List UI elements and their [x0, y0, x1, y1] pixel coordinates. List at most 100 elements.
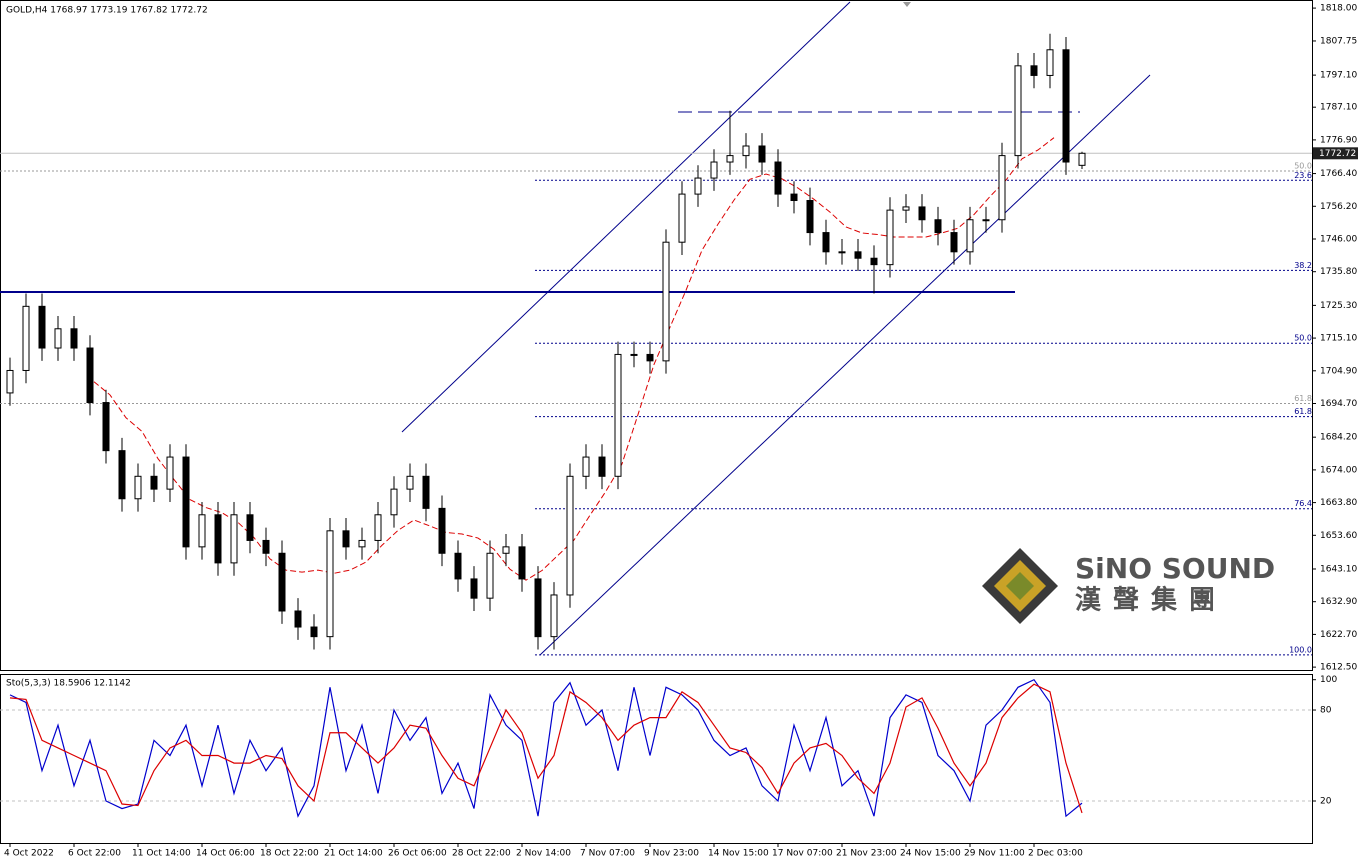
x-tick-label: 18 Oct 22:00: [260, 849, 319, 859]
candle-body: [214, 514, 222, 564]
candle-body: [870, 257, 878, 266]
candle-body: [454, 552, 462, 580]
candle-body: [918, 206, 926, 221]
candle-body: [166, 456, 174, 490]
fib-label: 61.8: [1294, 394, 1312, 403]
candle-body: [758, 145, 766, 163]
candle-body: [534, 578, 542, 638]
last-price-box: [1313, 147, 1358, 160]
y-tick-label: 1622.70: [1320, 630, 1357, 640]
watermark: SiNO SOUND 漢聲集團: [982, 548, 1275, 624]
y-tick-label: 1797.10: [1320, 71, 1357, 81]
candle-body: [710, 161, 718, 179]
x-tick-label: 21 Oct 14:00: [324, 849, 383, 859]
y-tick-label: 1725.30: [1320, 301, 1357, 311]
candle-body: [1046, 49, 1054, 76]
candle-body: [614, 353, 622, 477]
candle-body: [422, 475, 430, 509]
y-tick-label: 1612.50: [1320, 663, 1357, 673]
candle-body: [438, 507, 446, 554]
candle-body: [22, 305, 30, 371]
x-tick-label: 29 Nov 11:00: [964, 849, 1025, 859]
candle-body: [774, 161, 782, 195]
candle-body: [246, 514, 254, 541]
candle-body: [886, 209, 894, 266]
y-tick-label: 1756.20: [1320, 202, 1357, 212]
candle-body: [374, 514, 382, 541]
x-tick-label: 2 Nov 14:00: [516, 849, 571, 859]
stoch-line: [9, 678, 1083, 818]
y-tick-label: 1663.80: [1320, 498, 1357, 508]
candle-body: [1062, 49, 1070, 163]
x-tick-label: 2 Dec 03:00: [1028, 849, 1083, 859]
y-tick-label: 1746.00: [1320, 234, 1357, 244]
channel-upper: [401, 1, 851, 433]
y-tick-label: 1684.20: [1320, 433, 1357, 443]
shift-marker: [903, 2, 911, 7]
x-tick-label: 21 Nov 23:00: [836, 849, 897, 859]
candle-body: [582, 456, 590, 477]
candle-body: [6, 369, 14, 394]
fib-label: 38.2: [1294, 261, 1312, 270]
y-tick-label: 1674.00: [1320, 465, 1357, 475]
candle-body: [934, 219, 942, 234]
fib-label: 76.4: [1294, 499, 1312, 508]
candle-body: [822, 232, 830, 253]
candle-body: [358, 539, 366, 548]
candle-body: [790, 193, 798, 202]
candle-body: [278, 552, 286, 612]
candle-body: [982, 219, 990, 222]
x-tick-label: 14 Nov 15:00: [708, 849, 769, 859]
y-tick-label: 1787.10: [1320, 103, 1357, 113]
stoch-title: Sto(5,3,3) 18.5906 12.1142: [6, 679, 131, 689]
brand-name: SiNO SOUND: [1075, 552, 1275, 585]
candle-body: [390, 488, 398, 516]
x-tick-label: 14 Oct 06:00: [196, 849, 255, 859]
candle-body: [54, 328, 62, 349]
candle-body: [198, 514, 206, 548]
y-tick-label: 1776.90: [1320, 135, 1357, 145]
fib-label: 100.0: [1289, 645, 1312, 654]
y-tick-label: 1643.10: [1320, 564, 1357, 574]
x-tick-label: 26 Oct 06:00: [388, 849, 447, 859]
y-tick-label: 1632.90: [1320, 597, 1357, 607]
moving-average: [93, 137, 1055, 581]
y-tick-label: 1704.90: [1320, 366, 1357, 376]
last-price-label: 1772.72: [1319, 149, 1356, 159]
x-tick-label: 24 Nov 15:00: [900, 849, 961, 859]
fib-label: 61.8: [1294, 407, 1312, 416]
x-tick-label: 6 Oct 22:00: [68, 849, 121, 859]
y-tick-label: 80: [1320, 706, 1332, 716]
y-tick-label: 1818.00: [1320, 4, 1357, 14]
y-tick-label: 1766.40: [1320, 169, 1357, 179]
x-tick-label: 17 Nov 07:00: [772, 849, 833, 859]
candle-body: [1078, 152, 1086, 166]
candle-body: [694, 177, 702, 195]
candle-body: [598, 456, 606, 477]
y-tick-label: 1735.80: [1320, 267, 1357, 277]
y-tick-label: 1807.75: [1320, 36, 1357, 46]
candle-body: [678, 193, 686, 243]
candle-body: [134, 475, 142, 500]
candle-body: [262, 539, 270, 554]
candle-body: [902, 206, 910, 211]
candle-body: [726, 155, 734, 163]
fib-label: 50.0: [1294, 334, 1312, 343]
candle-body: [550, 594, 558, 638]
candle-body: [646, 353, 654, 362]
candle-body: [998, 155, 1006, 221]
candle-body: [470, 578, 478, 599]
candle-body: [1014, 65, 1022, 157]
brand-chinese: 漢聲集團: [1075, 585, 1227, 616]
candle-body: [70, 328, 78, 349]
candle-body: [806, 200, 814, 234]
channel-lower: [539, 74, 1151, 656]
y-tick-label: 1694.70: [1320, 399, 1357, 409]
candle-body: [182, 456, 190, 548]
candle-body: [310, 626, 318, 638]
candle-body: [230, 514, 238, 564]
candle-body: [1030, 65, 1038, 76]
x-tick-label: 9 Nov 23:00: [644, 849, 699, 859]
fib-label: 50.0: [1294, 162, 1312, 171]
